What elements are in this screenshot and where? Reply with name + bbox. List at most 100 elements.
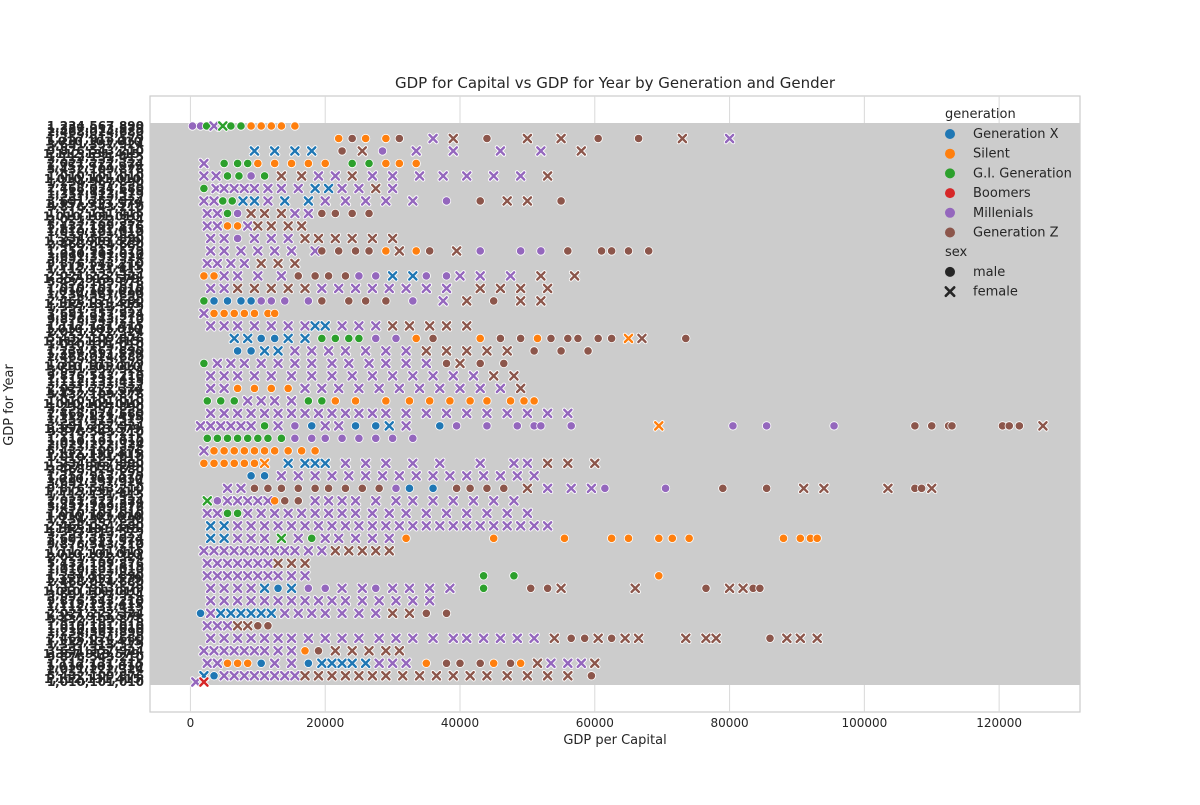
data-point-female xyxy=(204,420,217,432)
data-point-female xyxy=(306,607,318,619)
data-point-female xyxy=(407,520,419,532)
y-tick-label: 5,432,109,876 xyxy=(47,219,144,233)
data-point-male xyxy=(233,346,243,356)
data-point-female xyxy=(370,607,382,619)
data-point-female xyxy=(400,507,412,520)
data-point-female xyxy=(676,132,689,145)
y-tick-label: 1,010,101,010 xyxy=(47,394,144,408)
data-point-female xyxy=(238,545,251,557)
y-tick-label: 1,112,131,415 xyxy=(47,375,144,389)
data-point-female xyxy=(258,670,271,682)
data-point-male xyxy=(330,208,340,219)
y-tick-label: 1,010,101,010 xyxy=(47,169,144,183)
data-point-female xyxy=(434,382,446,395)
data-point-male xyxy=(573,333,583,344)
y-tick-label: 1,357,913,579 xyxy=(47,188,144,202)
data-point-female xyxy=(204,582,217,594)
data-point-female xyxy=(242,557,254,570)
data-point-female xyxy=(285,645,298,657)
data-point-female xyxy=(461,507,473,520)
data-point-female xyxy=(268,670,281,682)
data-point-female xyxy=(194,420,207,432)
data-point-female xyxy=(461,320,473,332)
data-point-male xyxy=(209,458,219,468)
data-point-male xyxy=(276,433,287,443)
data-point-female xyxy=(528,470,540,482)
legend-entry-label: female xyxy=(973,285,1018,300)
y-tick-label: 1,357,913,579 xyxy=(44,234,141,248)
data-point-female xyxy=(363,357,375,370)
data-point-female xyxy=(272,407,284,420)
data-point-female xyxy=(211,557,224,570)
data-point-male xyxy=(256,121,266,131)
data-point-male xyxy=(529,396,539,406)
data-point-male xyxy=(246,121,256,131)
data-point-female xyxy=(343,470,355,482)
legend-entry-label: G.I. Generation xyxy=(973,166,1072,181)
data-point-female xyxy=(349,507,362,520)
legend-marker xyxy=(945,168,955,179)
y-tick-label: 3,691,357,924 xyxy=(47,306,144,320)
data-point-male xyxy=(222,658,233,668)
data-point-male xyxy=(307,421,317,431)
y-tick-label: 1,112,131,415 xyxy=(46,597,143,611)
data-point-female xyxy=(275,170,288,182)
data-point-female xyxy=(299,457,311,470)
y-tick-label: 1,112,131,415 xyxy=(47,319,144,333)
y-tick-label: 5,432,109,876 xyxy=(47,163,144,177)
data-point-male xyxy=(239,308,249,319)
data-point-male xyxy=(323,483,334,493)
data-point-female xyxy=(299,595,311,607)
data-point-female xyxy=(295,507,308,520)
y-tick-label: 1,357,913,579 xyxy=(45,197,142,211)
data-point-female xyxy=(332,420,345,432)
y-tick-label: 1,357,913,579 xyxy=(45,572,142,586)
y-tick-label: 5,432,109,876 xyxy=(47,388,144,402)
data-point-female xyxy=(218,382,230,395)
data-point-female xyxy=(258,457,271,470)
data-point-female xyxy=(272,257,284,270)
y-tick-label: 2,468,024,680 xyxy=(47,181,144,195)
data-point-male xyxy=(391,483,401,493)
x-tick-label: 80000 xyxy=(710,716,748,730)
data-point-male xyxy=(465,483,475,493)
data-point-female xyxy=(420,507,433,520)
data-point-female xyxy=(231,407,244,420)
data-point-female xyxy=(336,320,348,332)
data-point-female xyxy=(528,520,540,532)
legend-marker xyxy=(945,188,955,199)
data-point-female xyxy=(481,670,493,682)
data-point-female xyxy=(461,295,473,307)
data-point-female xyxy=(366,170,379,182)
data-point-male xyxy=(425,396,435,406)
data-point-female xyxy=(312,170,325,182)
data-point-female xyxy=(279,545,291,557)
data-point-male xyxy=(233,221,243,231)
data-point-male xyxy=(482,421,492,431)
data-point-female xyxy=(204,532,217,545)
data-point-female xyxy=(700,632,712,644)
data-point-male xyxy=(762,483,772,493)
y-tick-label: 1,112,131,415 xyxy=(47,431,144,445)
y-tick-label: 9,876,543,210 xyxy=(47,369,144,383)
data-point-female xyxy=(285,395,298,407)
data-point-female xyxy=(285,595,298,607)
data-point-female xyxy=(370,182,382,195)
data-point-female xyxy=(198,445,210,457)
data-point-female xyxy=(299,670,311,682)
data-point-female xyxy=(508,495,520,507)
data-point-female xyxy=(242,507,254,520)
data-point-female xyxy=(211,570,224,582)
data-point-male xyxy=(216,396,226,406)
data-point-female xyxy=(231,520,244,532)
data-point-male xyxy=(411,158,421,169)
data-point-female xyxy=(245,532,257,545)
data-point-male xyxy=(229,396,239,406)
y-tick-label: 9,876,543,210 xyxy=(47,256,144,270)
data-point-male xyxy=(290,433,300,443)
data-point-male xyxy=(556,196,566,206)
data-point-female xyxy=(252,270,264,282)
y-tick-label: 1,357,913,579 xyxy=(47,638,144,652)
data-point-male xyxy=(246,346,256,356)
data-point-female xyxy=(322,182,335,195)
